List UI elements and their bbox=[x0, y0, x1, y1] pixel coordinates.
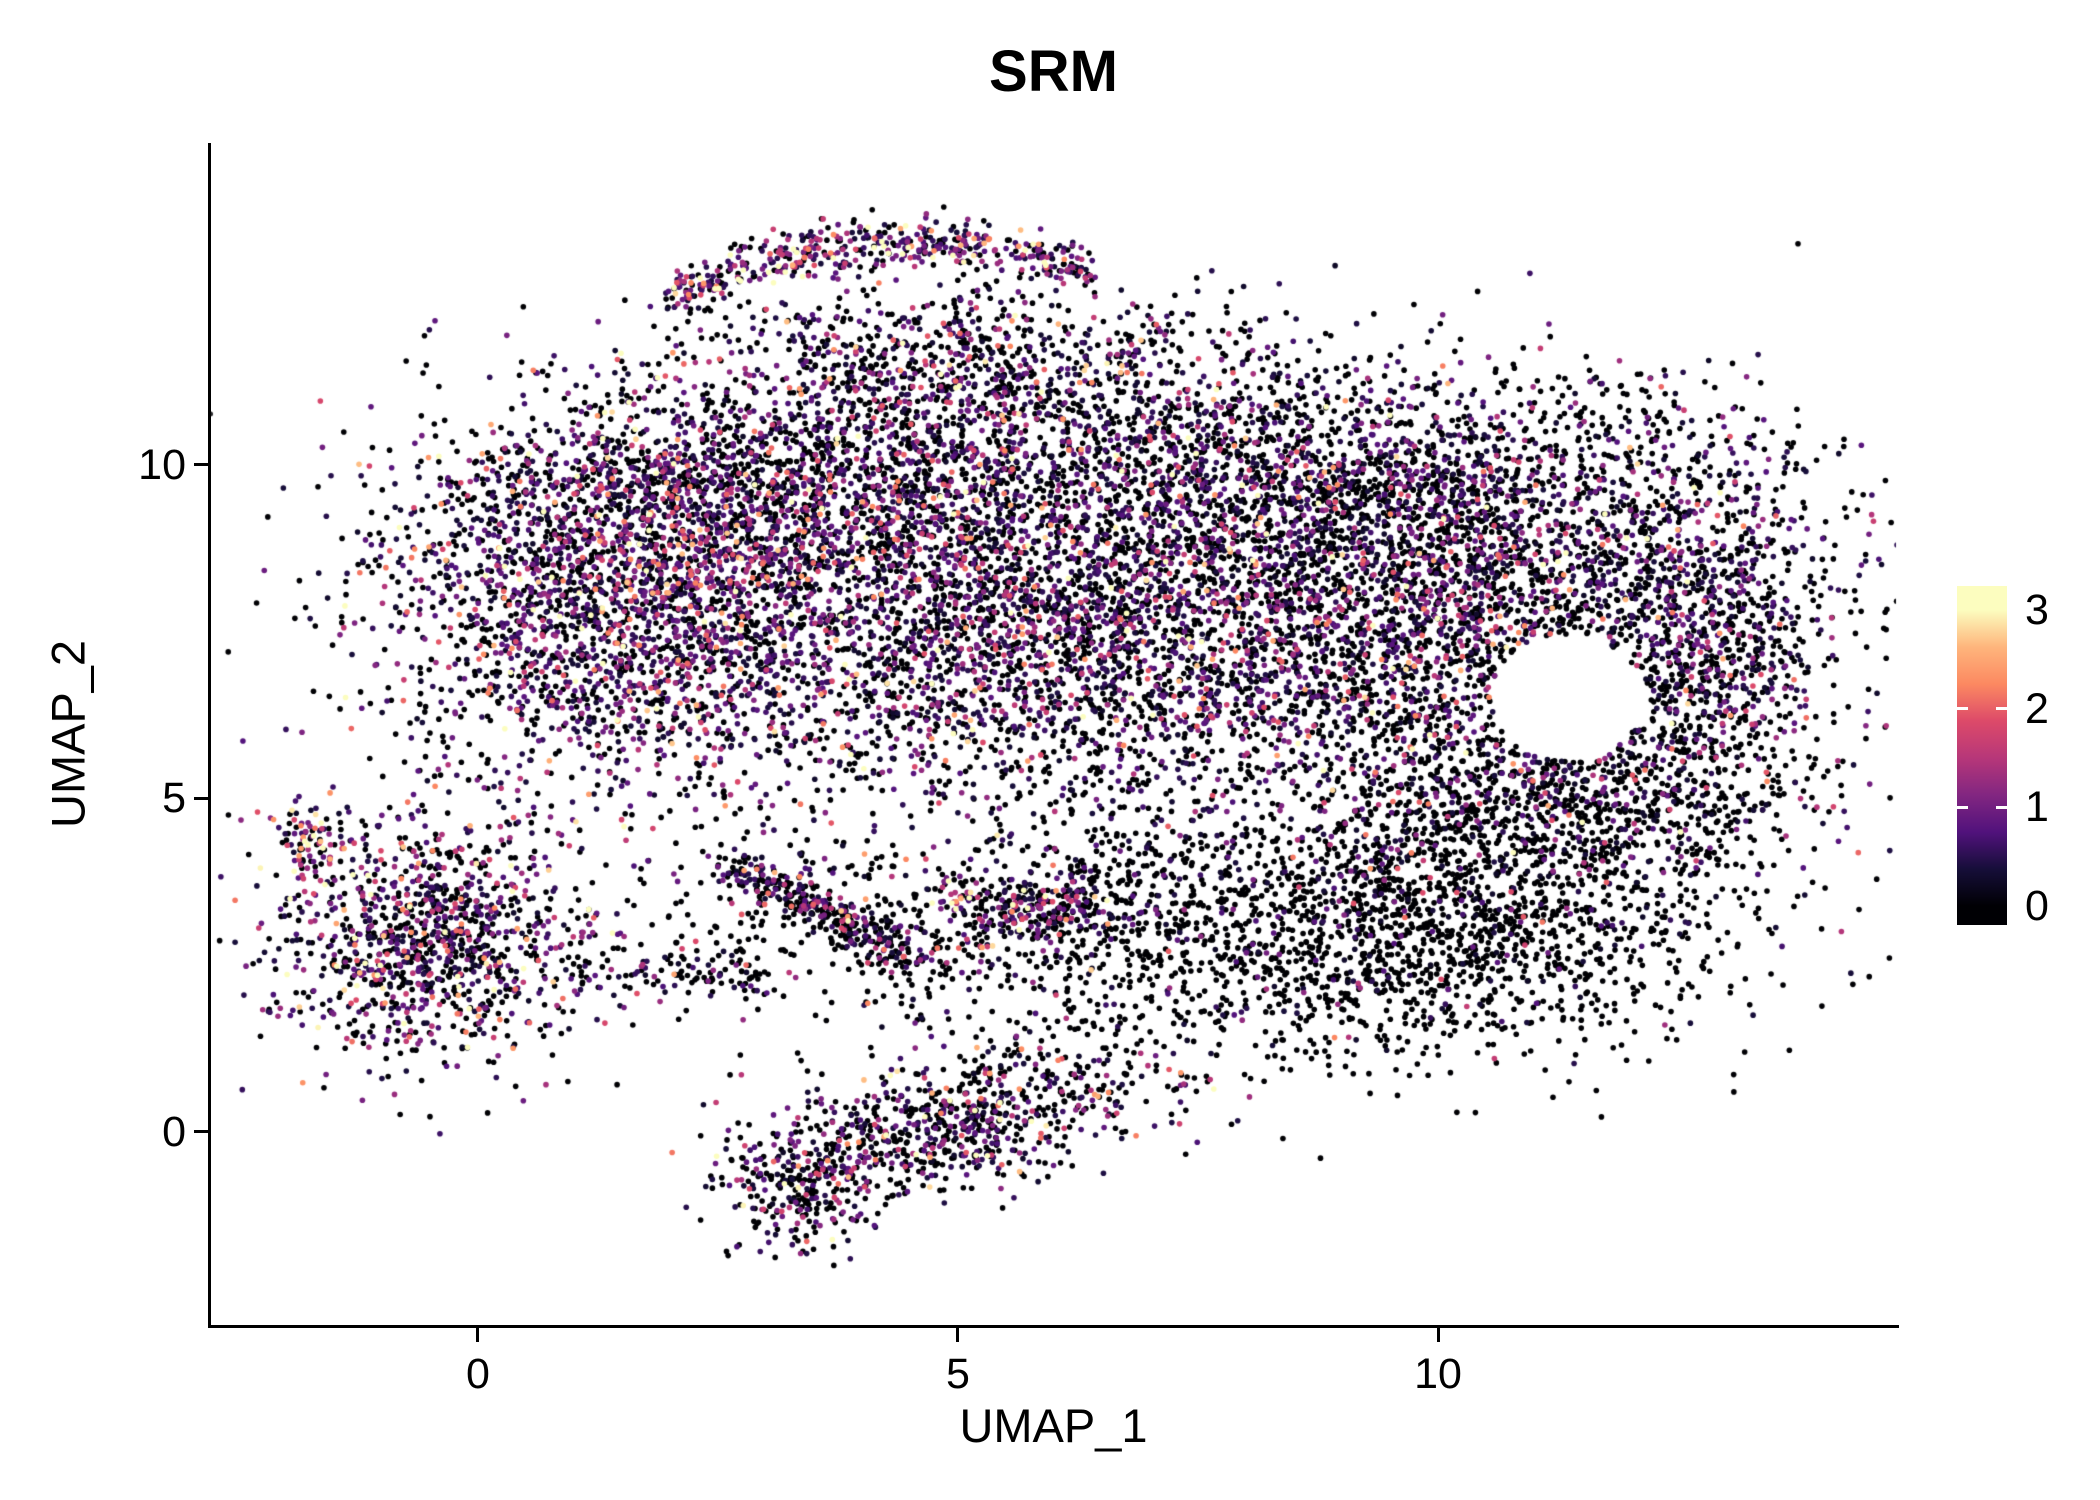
x-axis-label: UMAP_1 bbox=[959, 1399, 1148, 1452]
colorbar-tick-mark bbox=[1996, 805, 2007, 809]
colorbar-tick-mark bbox=[1996, 707, 2007, 711]
x-tick-mark bbox=[956, 1328, 960, 1342]
y-tick-label: 0 bbox=[162, 1107, 186, 1156]
plot-title: SRM bbox=[989, 39, 1118, 104]
x-tick-label: 0 bbox=[465, 1350, 490, 1398]
y-tick-mark bbox=[194, 796, 208, 800]
colorbar-tick-label: 3 bbox=[2025, 586, 2049, 634]
colorbar-tick-label: 1 bbox=[2025, 783, 2049, 832]
x-tick-mark bbox=[1436, 1328, 1440, 1342]
colorbar-tick-mark bbox=[1957, 707, 1968, 711]
x-tick-label: 10 bbox=[1414, 1350, 1462, 1398]
colorbar-gradient bbox=[1957, 586, 2007, 925]
y-tick-label: 5 bbox=[162, 774, 186, 823]
y-axis-line bbox=[208, 143, 211, 1328]
y-tick-mark bbox=[194, 463, 208, 466]
colorbar-tick-mark bbox=[1957, 805, 1968, 809]
x-tick-label: 5 bbox=[945, 1350, 970, 1398]
y-tick-mark bbox=[194, 1130, 208, 1134]
x-axis-line bbox=[208, 1325, 1899, 1328]
x-tick-mark bbox=[476, 1328, 480, 1342]
y-tick-label: 10 bbox=[138, 440, 186, 489]
colorbar-tick-label: 0 bbox=[2025, 882, 2049, 930]
colorbar-tick-label: 2 bbox=[2025, 684, 2049, 733]
